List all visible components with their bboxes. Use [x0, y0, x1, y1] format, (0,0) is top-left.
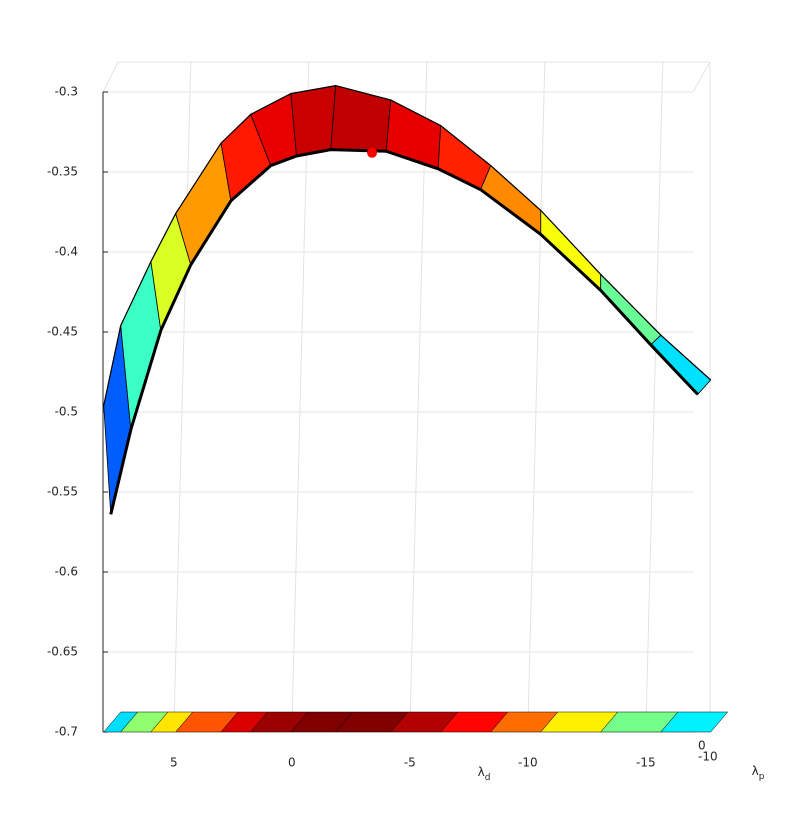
x-tick-label: -15 — [636, 756, 656, 770]
z-tick-label: -0.4 — [55, 245, 78, 259]
x-tick-label: -5 — [404, 756, 416, 770]
grid-line — [291, 61, 310, 733]
x-tick-label: 0 — [288, 756, 296, 770]
surface-edge — [103, 84, 712, 406]
y-label-base: λ — [752, 764, 759, 778]
z-tick-label: -0.55 — [47, 485, 78, 499]
grid-line — [645, 61, 664, 733]
z-tick-label: -0.5 — [55, 405, 78, 419]
grid-line — [409, 61, 428, 733]
y-axis-label: λp — [752, 764, 765, 782]
surface-panel — [650, 334, 712, 395]
y-tick-label: 0 — [698, 739, 706, 753]
z-tick-label: -0.65 — [47, 645, 78, 659]
axes-box — [102, 61, 711, 733]
grid-line — [173, 61, 192, 733]
contour-band — [660, 711, 729, 733]
x-label-sub: d — [485, 773, 491, 783]
grid-line — [527, 61, 546, 733]
z-tick-label: -0.3 — [55, 85, 78, 99]
box-edge — [102, 61, 119, 93]
surface-edge — [109, 148, 699, 515]
surface-panel — [480, 164, 542, 236]
z-tick-label: -0.7 — [55, 725, 78, 739]
x-tick-label: 5 — [170, 756, 178, 770]
y-label-sub: p — [759, 772, 765, 782]
z-tick-label: -0.45 — [47, 325, 78, 339]
x-tick-label: -10 — [518, 756, 538, 770]
z-tick-label: -0.35 — [47, 165, 78, 179]
x-label-base: λ — [478, 765, 485, 779]
surface-panel — [290, 85, 337, 157]
x-axis-label: λd — [478, 765, 491, 783]
surface-panel — [600, 273, 662, 346]
surface-panel — [437, 124, 492, 191]
z-tick-label: -0.6 — [55, 565, 78, 579]
surface-panel — [330, 85, 392, 152]
box-edge — [692, 61, 711, 93]
minimum-marker — [367, 147, 378, 158]
surface-panel — [540, 209, 602, 292]
surface-panel — [385, 99, 442, 170]
y-tick-label: -10 — [698, 750, 718, 764]
